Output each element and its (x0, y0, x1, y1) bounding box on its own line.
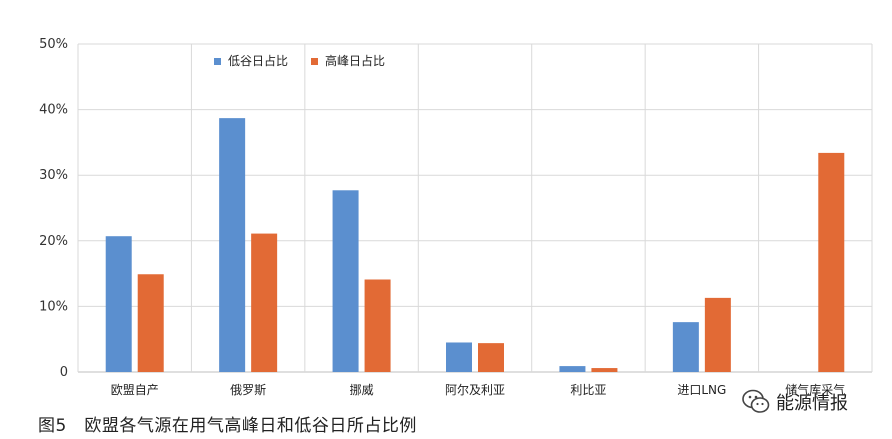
bar-peak-5 (704, 297, 731, 372)
bar-peak-0 (137, 274, 164, 372)
bar-peak-4 (591, 368, 618, 372)
watermark: 能源情报 (740, 386, 848, 418)
y-axis-ticks: 0 10% 20% 30% 40% 50% (39, 37, 68, 380)
y-tick-label: 40% (39, 103, 68, 118)
bars (105, 118, 845, 373)
watermark-text: 能源情报 (776, 393, 848, 414)
x-axis-categories: 欧盟自产 俄罗斯 挪威 阿尔及利亚 利比亚 进口LNG 储气库采气 (111, 382, 846, 397)
y-tick-label: 0 (60, 365, 68, 380)
bar-low-0 (105, 236, 132, 372)
legend-label: 低谷日占比 (228, 53, 288, 68)
x-category-label: 利比亚 (570, 383, 606, 397)
gridlines (77, 43, 873, 373)
legend-swatch (214, 58, 221, 65)
bar-low-5 (672, 322, 699, 372)
bar-peak-3 (478, 343, 504, 372)
x-category-label: 俄罗斯 (230, 383, 266, 397)
bar-low-3 (446, 342, 472, 372)
legend-swatch (311, 58, 318, 65)
legend-label: 高峰日占比 (325, 53, 385, 68)
bar-low-2 (332, 190, 359, 372)
wechat-icon (742, 389, 770, 413)
legend: 低谷日占比 高峰日占比 (214, 53, 385, 68)
bar-peak-2 (364, 279, 391, 372)
y-tick-label: 20% (39, 234, 68, 249)
figure-caption: 图5 欧盟各气源在用气高峰日和低谷日所占比例 (38, 416, 417, 436)
x-category-label: 阿尔及利亚 (445, 382, 505, 397)
bar-low-1 (219, 118, 246, 373)
bar-peak-6 (818, 152, 845, 372)
bar-peak-1 (251, 233, 278, 372)
bar-low-4 (559, 366, 586, 372)
y-tick-label: 50% (39, 37, 68, 52)
x-category-label: 进口LNG (677, 383, 726, 397)
x-category-label: 挪威 (350, 383, 374, 397)
x-category-label: 储气库采气 (785, 382, 845, 397)
x-category-label: 欧盟自产 (111, 383, 159, 397)
y-tick-label: 10% (39, 299, 68, 314)
y-tick-label: 30% (39, 168, 68, 183)
